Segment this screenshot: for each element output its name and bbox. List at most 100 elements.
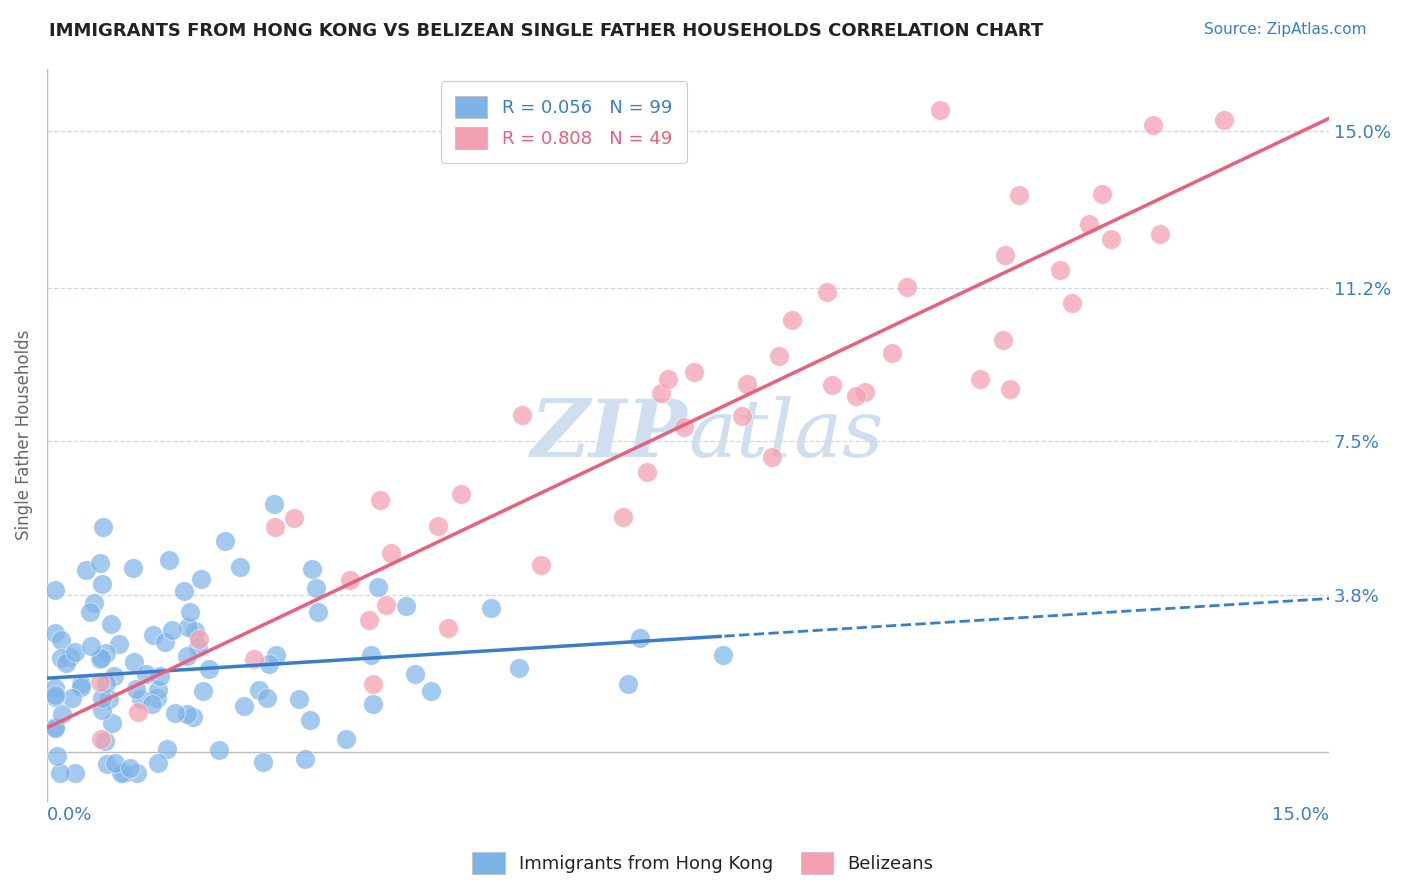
Point	[256, 691, 278, 706]
Point	[969, 372, 991, 386]
Point	[112, 765, 135, 780]
Point	[264, 648, 287, 662]
Point	[103, 668, 125, 682]
Point	[122, 560, 145, 574]
Point	[89, 651, 111, 665]
Point	[375, 598, 398, 612]
Point	[815, 285, 838, 300]
Y-axis label: Single Father Households: Single Father Households	[15, 330, 32, 541]
Text: atlas: atlas	[688, 396, 883, 474]
Point	[44, 690, 66, 704]
Point	[998, 382, 1021, 396]
Point	[46, 749, 69, 764]
Point	[768, 349, 790, 363]
Point	[1008, 188, 1031, 202]
Point	[184, 624, 207, 639]
Point	[1099, 231, 1122, 245]
Point	[94, 676, 117, 690]
Point	[896, 279, 918, 293]
Point	[70, 680, 93, 694]
Point	[191, 684, 214, 698]
Point	[404, 666, 426, 681]
Point	[51, 706, 73, 721]
Point	[90, 732, 112, 747]
Point	[70, 677, 93, 691]
Point	[361, 697, 384, 711]
Point	[94, 734, 117, 748]
Point	[125, 765, 148, 780]
Point	[89, 675, 111, 690]
Point	[55, 656, 77, 670]
Text: Source: ZipAtlas.com: Source: ZipAtlas.com	[1204, 22, 1367, 37]
Point	[229, 559, 252, 574]
Point	[157, 553, 180, 567]
Point	[299, 714, 322, 728]
Point	[252, 755, 274, 769]
Text: 0.0%: 0.0%	[46, 805, 93, 823]
Point	[173, 583, 195, 598]
Point	[80, 639, 103, 653]
Point	[124, 655, 146, 669]
Legend: R = 0.056   N = 99, R = 0.808   N = 49: R = 0.056 N = 99, R = 0.808 N = 49	[440, 81, 686, 163]
Point	[287, 692, 309, 706]
Point	[176, 649, 198, 664]
Point	[135, 666, 157, 681]
Point	[153, 634, 176, 648]
Point	[335, 732, 357, 747]
Point	[188, 632, 211, 646]
Point	[101, 715, 124, 730]
Point	[181, 709, 204, 723]
Point	[49, 633, 72, 648]
Point	[141, 697, 163, 711]
Point	[730, 409, 752, 424]
Point	[436, 621, 458, 635]
Point	[761, 450, 783, 464]
Point	[426, 518, 449, 533]
Point	[657, 372, 679, 386]
Point	[104, 756, 127, 771]
Point	[59, 650, 82, 665]
Point	[177, 620, 200, 634]
Point	[780, 313, 803, 327]
Point	[367, 580, 389, 594]
Point	[100, 617, 122, 632]
Point	[51, 650, 73, 665]
Point	[197, 662, 219, 676]
Point	[83, 596, 105, 610]
Text: ZIP: ZIP	[531, 396, 688, 474]
Point	[821, 377, 844, 392]
Point	[357, 613, 380, 627]
Point	[249, 682, 271, 697]
Legend: Immigrants from Hong Kong, Belizeans: Immigrants from Hong Kong, Belizeans	[465, 845, 941, 881]
Point	[636, 465, 658, 479]
Point	[264, 520, 287, 534]
Point	[339, 573, 361, 587]
Point	[735, 377, 758, 392]
Point	[190, 572, 212, 586]
Point	[118, 761, 141, 775]
Point	[129, 691, 152, 706]
Point	[48, 765, 70, 780]
Point	[90, 650, 112, 665]
Point	[91, 691, 114, 706]
Point	[214, 534, 236, 549]
Point	[1142, 118, 1164, 132]
Point	[142, 628, 165, 642]
Point	[89, 556, 111, 570]
Point	[146, 756, 169, 771]
Point	[90, 577, 112, 591]
Point	[650, 386, 672, 401]
Point	[156, 741, 179, 756]
Point	[146, 683, 169, 698]
Point	[450, 487, 472, 501]
Point	[283, 510, 305, 524]
Point	[1077, 218, 1099, 232]
Point	[294, 752, 316, 766]
Point	[165, 706, 187, 720]
Point	[179, 606, 201, 620]
Point	[508, 661, 530, 675]
Point	[360, 648, 382, 662]
Point	[993, 333, 1015, 347]
Point	[110, 765, 132, 780]
Point	[44, 722, 66, 736]
